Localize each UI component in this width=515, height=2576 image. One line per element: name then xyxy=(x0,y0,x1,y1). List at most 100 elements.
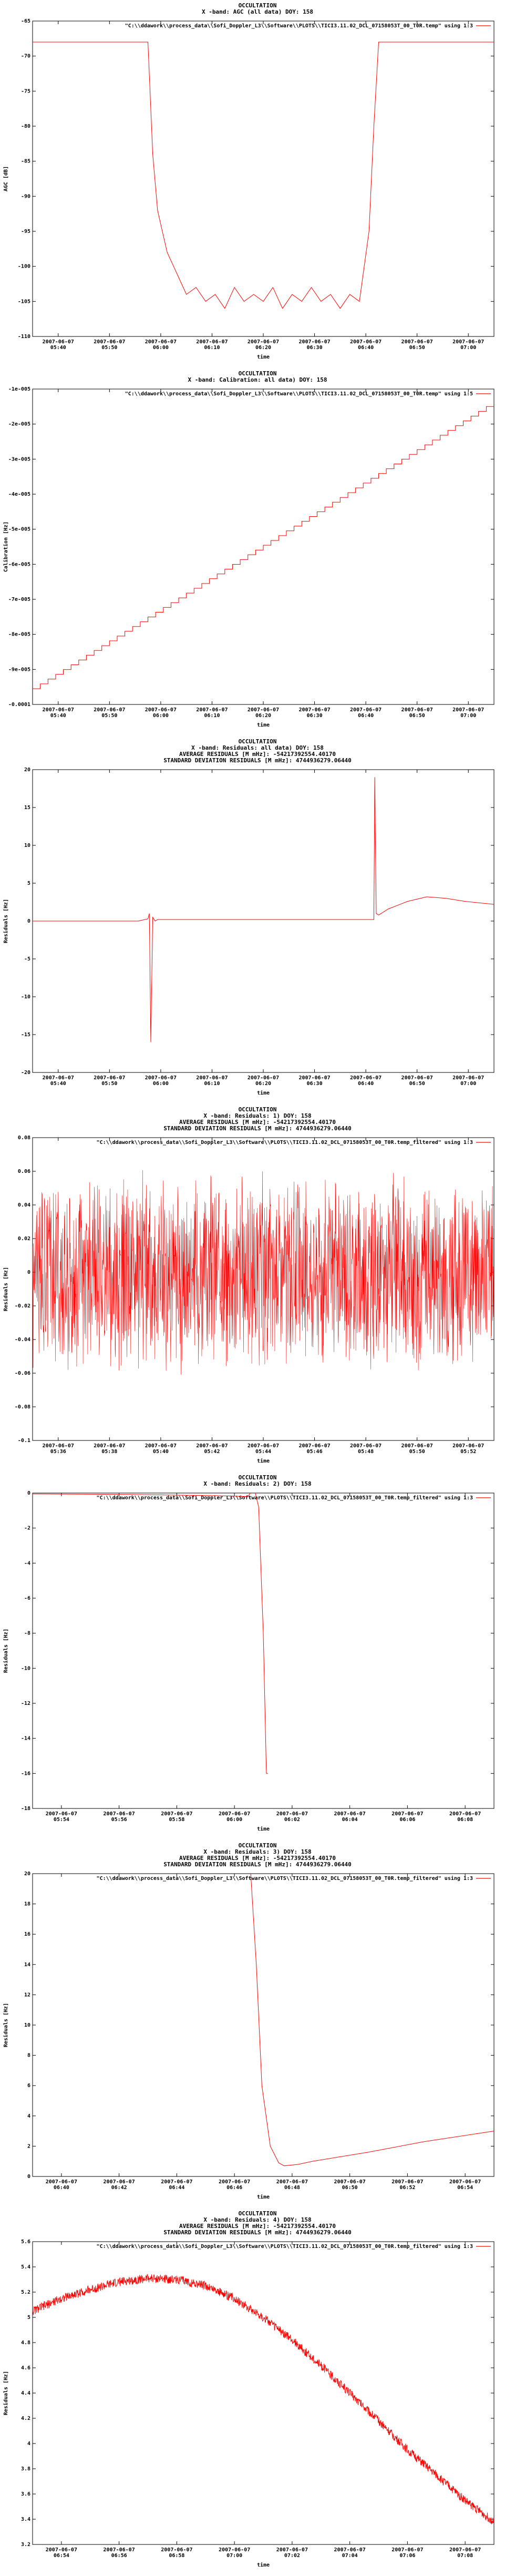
x-tick-label: 07:00 xyxy=(226,2553,242,2559)
y-tick-label: 6 xyxy=(27,2083,30,2089)
y-tick-label: 0 xyxy=(27,2174,30,2180)
y-tick-label: -5e-005 xyxy=(8,527,30,533)
y-tick-label: -80 xyxy=(21,124,30,129)
series-line xyxy=(250,1874,494,2166)
x-tick-label: 2007-06-07 xyxy=(401,339,433,345)
x-tick-label: 07:00 xyxy=(460,713,476,719)
x-tick-label: 06:50 xyxy=(409,1081,425,1087)
legend-entry: "C:\\ddawork\\process_data\\Sofi_Doppler… xyxy=(125,23,473,29)
y-tick-label: -7e-005 xyxy=(8,597,30,602)
x-tick-label: 06:30 xyxy=(307,1081,323,1087)
x-tick-label: 05:44 xyxy=(255,1449,271,1455)
y-tick-label: -90 xyxy=(21,193,30,199)
x-tick-label: 06:48 xyxy=(284,2185,300,2191)
x-tick-label: 06:10 xyxy=(204,345,220,351)
x-tick-label: 2007-06-07 xyxy=(298,1443,330,1449)
x-tick-label: 05:40 xyxy=(50,345,66,351)
y-tick-label: -8e-005 xyxy=(8,632,30,638)
chart-title-line: STANDARD DEVIATION RESIDUALS [M mHz]: 47… xyxy=(163,757,352,764)
y-tick-label: 16 xyxy=(24,1931,30,1937)
x-tick-label: 06:40 xyxy=(358,345,374,351)
x-tick-label: 2007-06-07 xyxy=(161,2547,192,2553)
x-tick-label: 05:46 xyxy=(307,1449,323,1455)
x-axis-label: time xyxy=(257,2194,270,2200)
x-tick-label: 2007-06-07 xyxy=(298,1075,330,1081)
x-tick-label: 2007-06-07 xyxy=(248,707,279,713)
x-tick-label: 2007-06-07 xyxy=(161,2179,192,2185)
y-tick-label: -4 xyxy=(24,1560,30,1566)
y-tick-label: 0.02 xyxy=(18,1236,30,1242)
chart-title-line: X -band: AGC (all data) DOY: 158 xyxy=(202,8,313,15)
y-tick-label: 14 xyxy=(24,1962,30,1968)
y-tick-label: 5 xyxy=(27,2315,30,2321)
x-tick-label: 05:58 xyxy=(169,1817,184,1823)
y-tick-label: -18 xyxy=(21,1806,30,1812)
x-tick-label: 2007-06-07 xyxy=(334,1811,366,1817)
series-line xyxy=(33,42,494,309)
y-tick-label: 20 xyxy=(24,1871,30,1877)
y-tick-label: -0.06 xyxy=(15,1371,30,1376)
x-tick-label: 2007-06-07 xyxy=(334,2547,366,2553)
x-tick-label: 2007-06-07 xyxy=(104,2179,135,2185)
y-tick-label: -14 xyxy=(21,1736,30,1742)
x-tick-label: 07:08 xyxy=(457,2553,473,2559)
chart-title-line: STANDARD DEVIATION RESIDUALS [M mHz]: 47… xyxy=(163,1125,352,1132)
chart-title-line: AVERAGE RESIDUALS [M mHz]: -54217392554.… xyxy=(179,1855,336,1862)
x-tick-label: 2007-06-07 xyxy=(392,2179,423,2185)
x-tick-label: 2007-06-07 xyxy=(298,707,330,713)
y-tick-label: 2 xyxy=(27,2143,30,2149)
x-tick-label: 06:40 xyxy=(54,2185,69,2191)
x-tick-label: 05:52 xyxy=(460,1449,476,1455)
y-tick-label: -85 xyxy=(21,159,30,165)
y-tick-label: 0 xyxy=(27,1490,30,1496)
y-tick-label: -95 xyxy=(21,229,30,234)
x-tick-label: 06:00 xyxy=(226,1817,242,1823)
y-tick-label: -110 xyxy=(18,334,30,340)
x-tick-label: 2007-06-07 xyxy=(43,339,74,345)
y-tick-label: -0.0001 xyxy=(8,702,30,708)
x-tick-label: 05:50 xyxy=(101,345,117,351)
y-tick-label: 0 xyxy=(27,918,30,924)
x-tick-label: 06:00 xyxy=(153,713,169,719)
chart-title-line: AVERAGE RESIDUALS [M mHz]: -54217392554.… xyxy=(179,2223,336,2230)
y-tick-label: 5.2 xyxy=(21,2289,30,2295)
x-tick-label: 2007-06-07 xyxy=(94,1443,125,1449)
x-tick-label: 06:44 xyxy=(169,2185,184,2191)
y-tick-label: 0.08 xyxy=(18,1135,30,1141)
chart-title-line: X -band: Calibration: all data) DOY: 158 xyxy=(188,376,327,383)
chart-title-line: OCCULTATION xyxy=(239,1474,277,1481)
x-tick-label: 2007-06-07 xyxy=(196,707,228,713)
y-tick-label: 4 xyxy=(27,2113,30,2119)
y-tick-label: -75 xyxy=(21,88,30,94)
y-axis-label: Residuals [Hz] xyxy=(3,899,9,943)
x-tick-label: 2007-06-07 xyxy=(401,1075,433,1081)
y-tick-label: -0.08 xyxy=(15,1404,30,1410)
chart-title-line: X -band: Residuals: 2) DOY: 158 xyxy=(203,1480,311,1487)
x-tick-label: 06:50 xyxy=(342,2185,358,2191)
chart-title-line: AVERAGE RESIDUALS [M mHz]: -54217392554.… xyxy=(179,751,336,758)
x-tick-label: 2007-06-07 xyxy=(196,339,228,345)
x-tick-label: 06:30 xyxy=(307,345,323,351)
x-tick-label: 2007-06-07 xyxy=(334,2179,366,2185)
x-tick-label: 2007-06-07 xyxy=(219,1811,250,1817)
series-line xyxy=(33,777,494,1042)
x-tick-label: 06:30 xyxy=(307,713,323,719)
x-tick-label: 06:52 xyxy=(399,2185,415,2191)
y-tick-label: -15 xyxy=(21,1032,30,1038)
y-tick-label: -12 xyxy=(21,1701,30,1706)
y-tick-label: -6e-005 xyxy=(8,561,30,567)
y-tick-label: -8 xyxy=(24,1631,30,1637)
y-tick-label: -6 xyxy=(24,1596,30,1601)
x-tick-label: 2007-06-07 xyxy=(392,1811,423,1817)
x-tick-label: 2007-06-07 xyxy=(43,1443,74,1449)
x-tick-label: 06:10 xyxy=(204,713,220,719)
x-tick-label: 2007-06-07 xyxy=(104,1811,135,1817)
x-tick-label: 07:02 xyxy=(284,2553,300,2559)
y-tick-label: 4.2 xyxy=(21,2416,30,2421)
chart-title-line: OCCULTATION xyxy=(239,1106,277,1113)
x-tick-label: 06:00 xyxy=(153,1081,169,1087)
